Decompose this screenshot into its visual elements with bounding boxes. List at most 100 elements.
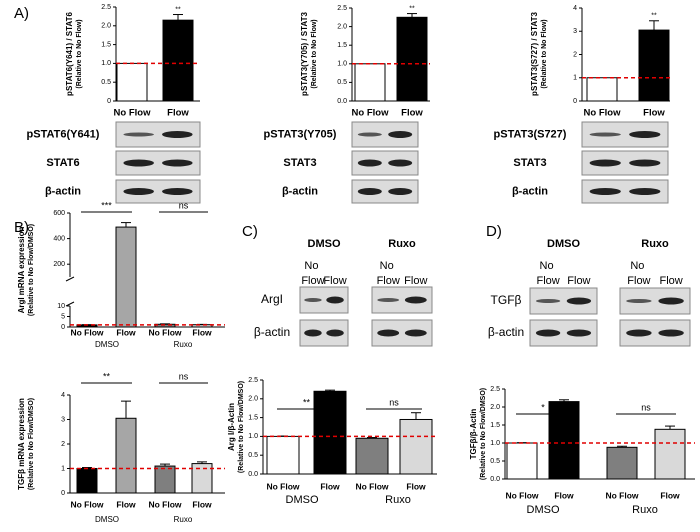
- x-tick-label: Flow: [554, 490, 574, 500]
- blot-label: β-actin: [282, 185, 318, 197]
- y-tick-label: 2.5: [337, 5, 347, 12]
- error-bar: [649, 20, 659, 31]
- y-axis-label: Arg I/β-Actin: [227, 403, 236, 451]
- bar: [654, 428, 686, 480]
- panel-label: D): [486, 223, 502, 240]
- significance-label: **: [409, 5, 415, 12]
- x-tick-label: No Flow: [355, 481, 388, 491]
- blot-band: [388, 159, 413, 167]
- y-tick-label: 1: [61, 465, 65, 472]
- blot-lane-label: Flow: [659, 275, 682, 287]
- blot-box: [115, 179, 201, 204]
- blot-band: [326, 329, 344, 337]
- x-tick-label: Flow: [660, 490, 680, 500]
- x-tick-label: Flow: [192, 499, 212, 509]
- panel-label: A): [14, 5, 29, 22]
- error-bar: [407, 13, 417, 18]
- blot-band: [629, 188, 661, 195]
- x-tick-label: No Flow: [70, 327, 103, 337]
- bar: [76, 468, 98, 494]
- error-bar: [411, 412, 421, 420]
- blot-band: [377, 329, 400, 337]
- blot-band: [162, 159, 193, 167]
- y-tick-label: 0: [61, 490, 65, 497]
- blot-label: pSTAT3(Y705): [264, 128, 337, 140]
- y-tick-label: 2.0: [101, 23, 111, 30]
- y-tick-label: 0.0: [490, 476, 500, 483]
- error-bar: [665, 425, 675, 430]
- y-tick-label: 400: [53, 235, 65, 242]
- y-tick-label: 0.5: [337, 79, 347, 86]
- x-tick-label: No Flow: [148, 499, 181, 509]
- bar: [396, 16, 428, 102]
- x-tick-label: No Flow: [114, 108, 152, 119]
- blot-band: [123, 159, 154, 167]
- y-tick-label: 200: [53, 261, 65, 268]
- blot-label: ArgI: [261, 292, 283, 306]
- x-tick-label: No Flow: [505, 490, 538, 500]
- group-label: DMSO: [527, 504, 560, 516]
- bar: [313, 390, 347, 475]
- blot-band: [304, 298, 322, 302]
- bar: [154, 465, 176, 494]
- y-tick-label: 4: [61, 392, 65, 399]
- y-tick-label: 2.5: [490, 386, 500, 393]
- blot-lane-label: No Flow: [377, 260, 400, 287]
- significance-label: *: [541, 402, 545, 412]
- blot-label: β-actin: [488, 325, 524, 339]
- y-tick-label: 1.0: [490, 440, 500, 447]
- blot-band: [357, 132, 382, 137]
- y-tick-label: 2: [573, 51, 577, 58]
- blot-group-label: Ruxo: [388, 238, 416, 250]
- x-tick-label: Flow: [406, 481, 426, 491]
- bar: [162, 19, 194, 102]
- group-label: Ruxo: [174, 515, 193, 524]
- group-label: Ruxo: [385, 494, 411, 506]
- blot-band: [123, 132, 154, 137]
- bar: [115, 417, 137, 494]
- bar: [116, 62, 148, 102]
- axis-break: [65, 301, 75, 307]
- bar: [266, 435, 300, 475]
- y-tick-label: 1.0: [248, 433, 258, 440]
- significance-label: ns: [389, 397, 399, 407]
- bar: [115, 226, 137, 328]
- blot-box: [581, 179, 669, 204]
- group-label: Ruxo: [632, 504, 658, 516]
- axis-break: [65, 276, 75, 282]
- y-tick-label: 2: [61, 441, 65, 448]
- blot-label: STAT3: [283, 157, 316, 169]
- x-tick-label: Flow: [401, 108, 423, 119]
- group-label: DMSO: [286, 494, 319, 506]
- blot-band: [589, 159, 621, 167]
- y-tick-label: 1: [573, 75, 577, 82]
- y-tick-label: 0.5: [101, 79, 111, 86]
- blot-lane-label: No Flow: [536, 260, 559, 287]
- blot-group-label: DMSO: [547, 238, 580, 250]
- x-tick-label: No Flow: [584, 108, 622, 119]
- blot-label: TGFβ: [491, 293, 522, 307]
- y-tick-label: 1.5: [248, 414, 258, 421]
- blot-lane-label: No Flow: [627, 260, 650, 287]
- blot-band: [326, 296, 344, 304]
- x-tick-label: No Flow: [266, 481, 299, 491]
- blot-band: [626, 299, 652, 303]
- blot-band: [357, 159, 382, 167]
- y-axis-label: pSTAT3(S727) / STAT3: [530, 12, 539, 96]
- x-tick-label: No Flow: [352, 108, 390, 119]
- y-tick-label: 3: [61, 416, 65, 423]
- blot-band: [377, 298, 400, 302]
- y-axis-label: pSTAT3(Y705) / STAT3: [300, 12, 309, 96]
- y-tick-label: 2.0: [490, 404, 500, 411]
- y-axis-label: (Relative to No Flow): [541, 19, 548, 88]
- x-tick-label: No Flow: [70, 499, 103, 509]
- y-tick-label: 2.0: [248, 396, 258, 403]
- y-tick-label: 2.5: [248, 377, 258, 384]
- y-axis-label: (Relative to No Flow/DMSO): [28, 398, 35, 490]
- x-tick-label: No Flow: [605, 490, 638, 500]
- blot-label: β-actin: [254, 325, 290, 339]
- y-tick-label: 3: [573, 28, 577, 35]
- y-tick-label: 1.5: [101, 41, 111, 48]
- y-axis-label: ArgI mRNA expression: [17, 226, 26, 313]
- y-axis-label: pSTAT6(Y641) / STAT6: [65, 12, 74, 96]
